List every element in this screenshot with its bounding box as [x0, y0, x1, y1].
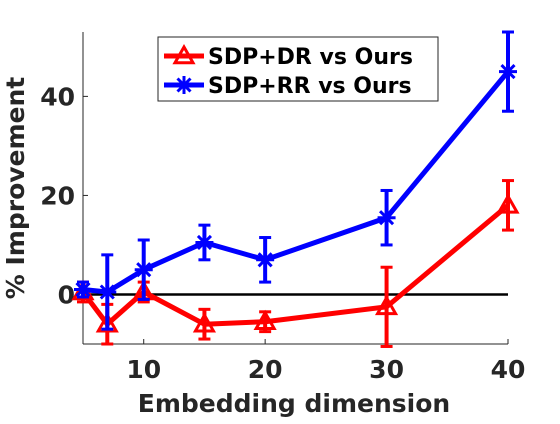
data-point	[499, 62, 517, 81]
legend-label: SDP+DR vs Ours	[208, 45, 413, 70]
data-point	[192, 312, 217, 333]
y-tick-label: 20	[40, 181, 75, 210]
data-point	[98, 283, 117, 301]
data-point	[496, 193, 520, 214]
x-tick-label: 40	[491, 355, 526, 384]
x-tick-label: 30	[369, 355, 404, 384]
marker-stroke	[75, 281, 91, 298]
y-tick-label: 0	[58, 280, 75, 309]
marker-stroke	[257, 252, 273, 268]
data-point	[95, 312, 119, 333]
marker-stroke	[379, 210, 395, 226]
marker-stroke	[176, 77, 192, 93]
data-point	[377, 208, 396, 227]
series-2	[74, 30, 517, 331]
series-layer	[71, 30, 520, 348]
marker-stroke	[136, 262, 152, 278]
y-axis-title: % Improvement	[1, 77, 30, 300]
legend-label: SDP+RR vs Ours	[208, 74, 412, 99]
x-axis-title: Embedding dimension	[138, 389, 450, 418]
data-point	[256, 250, 275, 269]
data-point	[134, 260, 153, 279]
marker-stroke	[500, 64, 516, 80]
series-1	[71, 179, 520, 348]
x-tick-label: 20	[248, 355, 283, 384]
axes-layer: 10 20 30 40 0 20 40	[40, 32, 525, 384]
legend-marker	[175, 76, 193, 94]
marker-stroke	[99, 284, 115, 300]
legend-item-2: SDP+RR vs Ours	[164, 74, 412, 99]
data-point	[195, 233, 214, 252]
data-point	[74, 280, 92, 299]
marker-stroke	[196, 234, 212, 251]
legend-marker	[172, 43, 196, 65]
data-point	[374, 294, 399, 316]
y-tick-label: 40	[40, 82, 75, 111]
legend-item-1: SDP+DR vs Ours	[164, 43, 413, 70]
legend-box	[157, 36, 439, 102]
legend: SDP+DR vs Ours SDP+RR vs Ours	[157, 36, 439, 102]
x-tick-label: 10	[126, 355, 161, 384]
data-point	[253, 309, 277, 330]
